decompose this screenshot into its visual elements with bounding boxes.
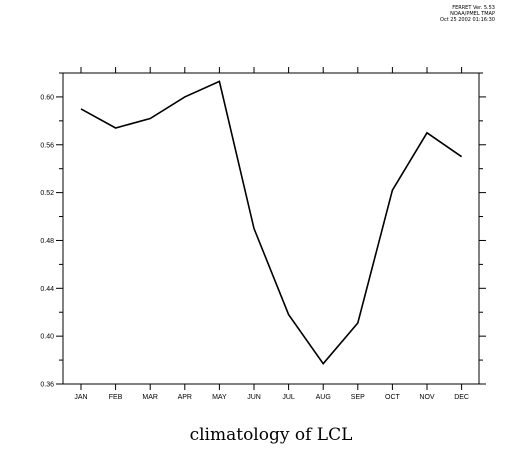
x-tick-label: FEB xyxy=(109,394,123,401)
ferret-stamp: FERRET Ver. 5.53 NOAA/PMEL TMAP Oct 25 2… xyxy=(440,5,495,23)
x-tick-label: DEC xyxy=(454,394,469,401)
x-tick-label: AUG xyxy=(316,394,331,401)
stamp-line-2: NOAA/PMEL TMAP xyxy=(450,11,495,17)
y-tick-label: 0.48 xyxy=(40,238,54,245)
x-tick-label: OCT xyxy=(385,394,401,401)
plot-frame xyxy=(62,72,480,385)
stamp-line-3: Oct 25 2002 01:16:30 xyxy=(440,17,495,23)
y-tick-label: 0.60 xyxy=(40,94,54,101)
y-tick-label: 0.56 xyxy=(40,142,54,149)
y-tick-label: 0.52 xyxy=(40,190,54,197)
stamp-line-1: FERRET Ver. 5.53 xyxy=(452,5,495,11)
x-tick-label: SEP xyxy=(351,394,365,401)
x-tick-label: MAY xyxy=(212,394,227,401)
series-line xyxy=(80,80,463,366)
y-tick-label: 0.36 xyxy=(40,382,54,389)
chart-title: climatology of LCL xyxy=(190,425,353,445)
y-tick-label: 0.40 xyxy=(40,334,54,341)
x-tick-label: APR xyxy=(178,394,192,401)
y-tick-label: 0.44 xyxy=(40,286,54,293)
x-tick-label: NOV xyxy=(419,394,435,401)
x-tick-labels: JAN FEB MAR APR MAY JUN JUL AUG SEP OCT NOV DEC xyxy=(74,394,469,401)
x-tick-label: JAN xyxy=(74,394,87,401)
axis-ticks xyxy=(56,67,486,390)
x-tick-label: JUN xyxy=(247,394,261,401)
y-tick-labels: 0.60 0.56 0.52 0.48 0.44 0.40 0.36 xyxy=(40,94,54,388)
x-tick-label: MAR xyxy=(142,394,158,401)
x-tick-label: JUL xyxy=(282,394,295,401)
